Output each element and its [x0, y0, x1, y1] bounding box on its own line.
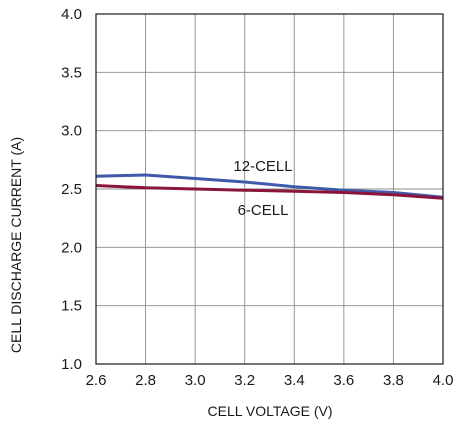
series-label-6-cell: 6-CELL: [238, 202, 289, 219]
y-tick-label: 3.0: [61, 123, 82, 140]
series-line-12-cell: [95, 173, 444, 199]
plot-frame: [95, 13, 444, 365]
series-lines: [95, 173, 444, 200]
y-tick-label: 1.5: [61, 298, 82, 315]
y-tick-label: 4.0: [61, 6, 82, 23]
x-tick-label: 3.8: [383, 372, 404, 389]
x-axis-ticks: 2.6 2.8 3.0 3.2 3.4 3.6 3.8 4.0: [86, 372, 454, 389]
x-axis-title: CELL VOLTAGE (V): [208, 403, 333, 419]
y-tick-label: 1.0: [61, 356, 82, 373]
x-tick-label: 3.2: [234, 372, 255, 389]
series-label-12-cell: 12-CELL: [233, 158, 292, 175]
y-axis-title: CELL DISCHARGE CURRENT (A): [8, 137, 24, 353]
y-tick-label: 2.5: [61, 181, 82, 198]
y-tick-label: 3.5: [61, 64, 82, 81]
x-tick-label: 2.6: [86, 372, 107, 389]
x-tick-label: 4.0: [433, 372, 454, 389]
x-tick-label: 3.6: [333, 372, 354, 389]
x-tick-label: 2.8: [135, 372, 156, 389]
x-tick-label: 3.0: [185, 372, 206, 389]
series-line-6-cell: [95, 184, 444, 200]
y-axis-ticks: 1.0 1.5 2.0 2.5 3.0 3.5 4.0: [61, 6, 82, 373]
y-tick-label: 2.0: [61, 239, 82, 256]
x-tick-label: 3.4: [284, 372, 305, 389]
